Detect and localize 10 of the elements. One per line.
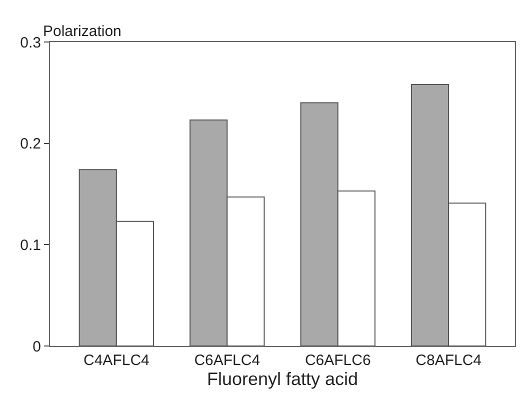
x-tick-label: C6AFLC4 <box>194 352 260 369</box>
y-tick-label: 0.2 <box>20 136 41 153</box>
y-axis-title: Polarization <box>43 23 122 40</box>
y-tick-label: 0.3 <box>20 34 41 52</box>
x-tick-label: C6AFLC6 <box>304 352 371 369</box>
x-tick-label: C8AFLC4 <box>416 352 482 369</box>
x-axis-title: Fluorenyl fatty acid <box>206 369 358 389</box>
y-tick-label: 0 <box>32 338 41 356</box>
y-tick-label: 0.1 <box>20 236 41 254</box>
x-tick-label: C4AFLC4 <box>84 352 150 369</box>
